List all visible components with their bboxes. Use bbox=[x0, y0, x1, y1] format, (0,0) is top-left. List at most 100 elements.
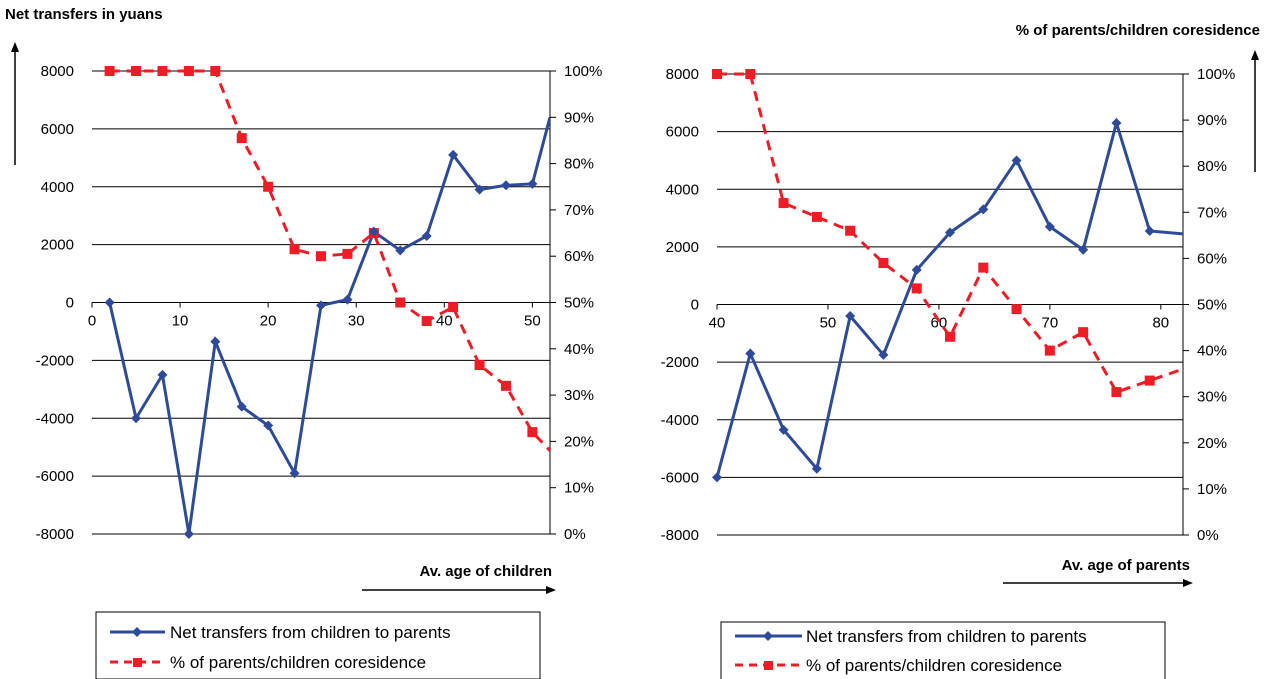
data-point-transfers bbox=[1111, 117, 1122, 128]
y-tick-label-right: 90% bbox=[1197, 112, 1227, 129]
y-tick-label-right: 40% bbox=[1197, 343, 1227, 360]
y-tick-label-right: 0% bbox=[1197, 527, 1219, 544]
x-tick-label: 70 bbox=[1042, 315, 1059, 332]
x-axis-title-children: Av. age of children bbox=[419, 563, 552, 580]
data-point-coresidence bbox=[745, 69, 756, 79]
legend-label-transfers: Net transfers from children to parents bbox=[806, 627, 1087, 646]
data-point-coresidence bbox=[1144, 375, 1155, 386]
y-tick-label-right: 100% bbox=[1197, 66, 1235, 83]
data-point-transfers bbox=[945, 227, 955, 238]
data-point-coresidence bbox=[421, 316, 432, 327]
data-point-transfers bbox=[978, 204, 989, 215]
y-tick-label-right: 80% bbox=[1197, 158, 1227, 175]
data-point-transfers bbox=[104, 297, 115, 308]
y-tick-label-left: 6000 bbox=[666, 124, 699, 141]
data-point-coresidence bbox=[131, 66, 142, 76]
data-point-transfers bbox=[131, 413, 142, 424]
data-point-coresidence bbox=[500, 380, 511, 391]
series-line-transfers bbox=[108, 116, 550, 535]
left-axis-arrow bbox=[11, 42, 19, 165]
data-point-transfers bbox=[210, 336, 221, 347]
x-tick-label: 80 bbox=[1152, 315, 1169, 332]
left-axis-title: Net transfers in yuans bbox=[5, 6, 163, 23]
data-point-coresidence bbox=[811, 211, 822, 222]
data-point-transfers bbox=[289, 468, 300, 479]
data-point-coresidence bbox=[878, 258, 889, 269]
y-tick-label-left: 4000 bbox=[666, 181, 699, 198]
y-tick-label-right: 80% bbox=[564, 156, 594, 173]
x-tick-label: 20 bbox=[260, 313, 277, 330]
x-tick-label: 0 bbox=[88, 313, 96, 330]
y-tick-label-right: 20% bbox=[1197, 435, 1227, 452]
data-point-coresidence bbox=[1111, 387, 1122, 398]
legend-box bbox=[720, 621, 1166, 679]
data-point-coresidence bbox=[1078, 327, 1089, 338]
y-tick-label-left: -4000 bbox=[661, 412, 699, 429]
series-line-transfers bbox=[715, 117, 1183, 478]
legend-parents: Net transfers from children to parents %… bbox=[720, 621, 1166, 679]
y-tick-label-right: 70% bbox=[564, 202, 594, 219]
x-arrow-parents bbox=[1003, 579, 1193, 587]
y-tick-label-left: 4000 bbox=[41, 179, 74, 196]
y-tick-label-left: -6000 bbox=[661, 469, 699, 486]
x-arrow-children bbox=[362, 586, 556, 594]
y-tick-label-right: 60% bbox=[564, 248, 594, 265]
data-point-transfers bbox=[1044, 221, 1055, 232]
data-point-transfers bbox=[811, 463, 822, 474]
x-tick-label: 50 bbox=[820, 315, 837, 332]
data-point-coresidence bbox=[978, 262, 989, 273]
data-point-transfers bbox=[1144, 226, 1155, 237]
y-tick-label-left: -6000 bbox=[36, 468, 74, 485]
y-tick-label-right: 20% bbox=[564, 433, 594, 450]
data-point-coresidence bbox=[104, 66, 115, 76]
data-point-transfers bbox=[911, 264, 922, 275]
data-point-transfers bbox=[342, 294, 353, 305]
data-point-transfers bbox=[263, 420, 274, 431]
data-point-transfers bbox=[712, 472, 722, 483]
data-point-transfers bbox=[745, 348, 756, 359]
x-tick-label: 60 bbox=[931, 315, 948, 332]
data-point-transfers bbox=[1011, 155, 1022, 166]
legend-swatch-transfers bbox=[735, 631, 802, 641]
data-point-coresidence bbox=[1011, 304, 1022, 315]
data-point-transfers bbox=[474, 184, 485, 195]
data-point-coresidence bbox=[527, 427, 538, 438]
y-tick-label-left: 8000 bbox=[41, 63, 74, 80]
data-point-transfers bbox=[448, 149, 459, 160]
data-point-coresidence bbox=[474, 360, 485, 371]
y-tick-label-right: 0% bbox=[564, 526, 586, 543]
data-point-transfers bbox=[421, 230, 432, 241]
data-point-coresidence bbox=[157, 66, 168, 76]
y-tick-label-right: 50% bbox=[1197, 297, 1227, 314]
data-point-coresidence bbox=[236, 133, 247, 144]
series-line-coresidence bbox=[717, 72, 1183, 394]
chart-children: 80006000400020000-2000-4000-6000-8000100… bbox=[36, 63, 603, 543]
data-point-transfers bbox=[845, 311, 856, 322]
legend-box bbox=[95, 611, 541, 679]
data-point-coresidence bbox=[289, 244, 300, 255]
x-tick-label: 50 bbox=[524, 313, 541, 330]
data-point-transfers bbox=[500, 180, 511, 191]
x-tick-label: 40 bbox=[436, 313, 453, 330]
data-point-coresidence bbox=[1044, 345, 1055, 356]
y-tick-label-right: 30% bbox=[1197, 389, 1227, 406]
legend-swatch-coresidence bbox=[735, 661, 802, 670]
x-tick-label: 40 bbox=[709, 315, 726, 332]
data-point-transfers bbox=[157, 369, 168, 380]
legend-swatch-coresidence bbox=[110, 658, 165, 667]
data-point-transfers bbox=[778, 424, 789, 435]
data-point-coresidence bbox=[911, 283, 922, 294]
data-point-coresidence bbox=[263, 181, 274, 192]
y-tick-label-right: 50% bbox=[564, 295, 594, 312]
y-tick-label-left: -4000 bbox=[36, 410, 74, 427]
y-tick-label-left: 8000 bbox=[666, 66, 699, 83]
series-line-coresidence bbox=[109, 69, 550, 452]
data-point-coresidence bbox=[448, 302, 459, 313]
y-tick-label-left: -8000 bbox=[36, 526, 74, 543]
data-point-transfers bbox=[395, 245, 406, 256]
legend-label-coresidence: % of parents/children coresidence bbox=[806, 656, 1062, 675]
y-tick-label-left: 2000 bbox=[666, 239, 699, 256]
y-tick-label-right: 40% bbox=[564, 341, 594, 358]
y-tick-label-right: 30% bbox=[564, 387, 594, 404]
y-tick-label-left: 6000 bbox=[41, 121, 74, 138]
